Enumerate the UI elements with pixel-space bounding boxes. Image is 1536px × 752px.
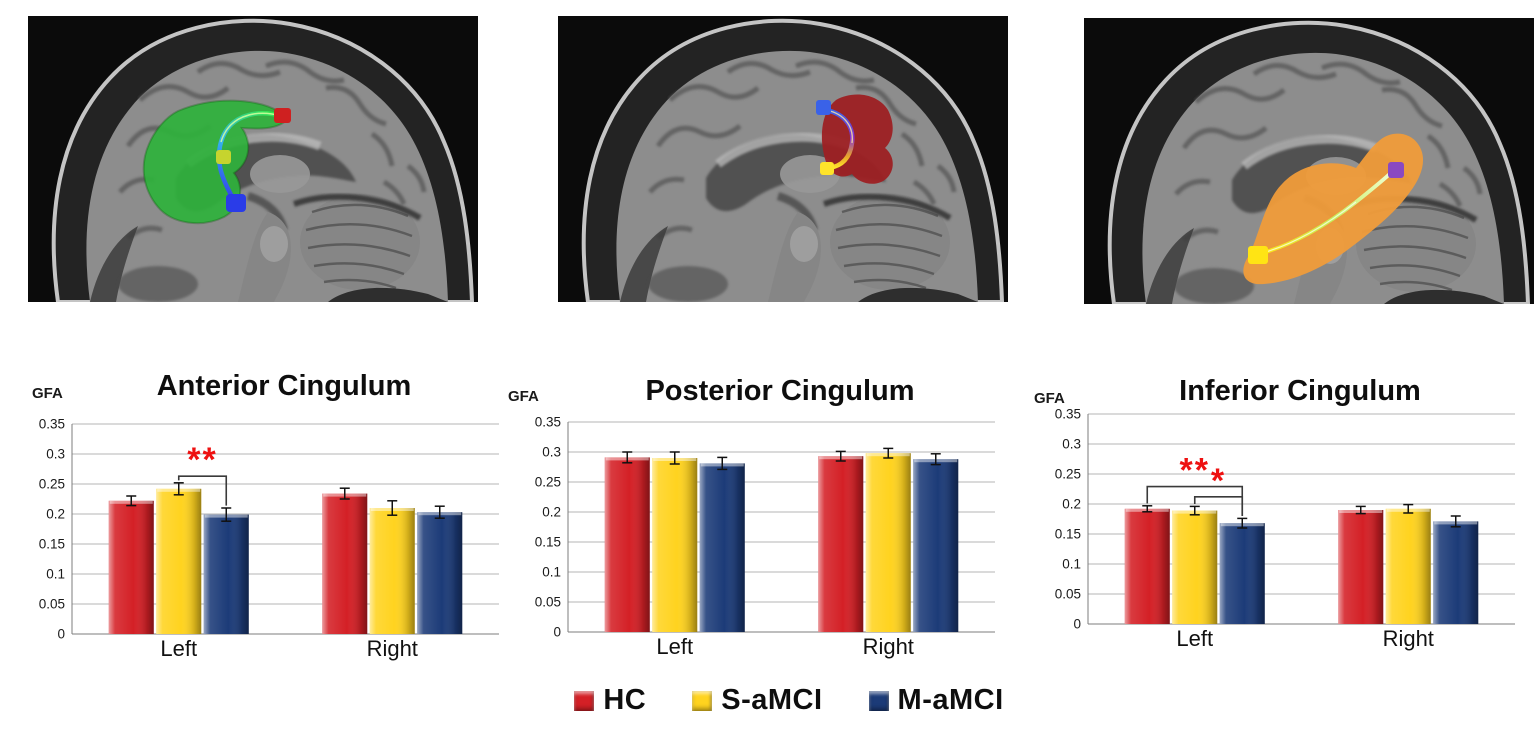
seed-marker-yellow — [1248, 246, 1268, 264]
chart-title: Posterior Cingulum — [645, 375, 915, 407]
y-tick-label: 0 — [57, 627, 65, 642]
y-tick-label: 0.05 — [535, 595, 561, 610]
legend-swatch-s-amci — [692, 690, 713, 711]
bar-bevel — [1172, 510, 1218, 624]
bar-bevel — [156, 488, 202, 634]
bar-bevel — [699, 463, 745, 632]
y-tick-label: 0.2 — [542, 505, 561, 520]
y-tick-label: 0 — [1073, 617, 1081, 632]
chart-inferior-cingulum: GFA Inferior Cingulum 0.35 0.3 0.25 0.2 0.15… — [1034, 358, 1520, 658]
y-tick-label: 0.35 — [39, 417, 65, 432]
legend-label: S-aMCI — [721, 684, 823, 716]
y-tick-label: 0.15 — [535, 535, 561, 550]
plot-area: 0.35 0.3 0.25 0.2 0.15 0.1 0.05 0 Left Right ** * — [1055, 407, 1515, 651]
seed-marker-blue — [816, 100, 831, 115]
bar-bevel — [1219, 523, 1265, 624]
bar-bevel — [1433, 521, 1479, 624]
y-axis-unit-label: GFA — [1034, 390, 1065, 407]
legend-swatch-hc — [574, 690, 595, 711]
brain-mri-image — [28, 16, 478, 302]
significance-bracket — [177, 475, 228, 506]
bar-bevel — [913, 459, 959, 632]
y-tick-label: 0.25 — [1055, 467, 1081, 482]
seed-marker-blue — [226, 194, 246, 212]
y-tick-label: 0.1 — [542, 565, 561, 580]
y-tick-label: 0.2 — [46, 507, 65, 522]
plot-area: 0.35 0.3 0.25 0.2 0.15 0.1 0.05 0 Left Right ** — [39, 417, 499, 661]
y-tick-label: 0.3 — [1062, 437, 1081, 452]
brain-mri-anterior-panel — [28, 16, 478, 302]
brain-mri-image — [558, 16, 1008, 302]
bar-bevel — [652, 458, 698, 632]
y-tick-label: 0.05 — [1055, 587, 1081, 602]
y-tick-label: 0.25 — [39, 477, 65, 492]
legend-item-m-amci: M-aMCI — [868, 684, 1004, 717]
chart-posterior-cingulum: GFA Posterior Cingulum 0.35 0.3 0.25 0.2 0.1… — [508, 366, 1000, 666]
bar-bevel — [1124, 508, 1170, 624]
significance-label: * — [1211, 462, 1226, 500]
chart-title: Inferior Cingulum — [1179, 375, 1421, 407]
bar-bevel — [865, 453, 911, 632]
y-tick-label: 0.2 — [1062, 497, 1081, 512]
bar-bevel — [369, 508, 415, 634]
y-axis-unit-label: GFA — [32, 385, 63, 402]
seed-marker-yellow — [820, 162, 834, 175]
legend-item-hc: HC — [574, 684, 646, 717]
y-tick-label: 0 — [553, 625, 561, 640]
y-tick-label: 0.35 — [535, 415, 561, 430]
y-tick-label: 0.3 — [46, 447, 65, 462]
seed-marker-purple — [1388, 162, 1404, 178]
inferior-cingulum-region — [1243, 133, 1424, 285]
legend-label: HC — [603, 684, 647, 716]
y-tick-label: 0.15 — [1055, 527, 1081, 542]
category-label: Right — [863, 634, 914, 659]
bar-bevel — [1385, 508, 1431, 624]
bar-bevel — [203, 514, 249, 634]
y-axis-unit-label: GFA — [508, 388, 539, 405]
category-label: Left — [160, 636, 197, 661]
y-tick-label: 0.25 — [535, 475, 561, 490]
bar-bevel — [322, 493, 368, 634]
y-tick-label: 0.05 — [39, 597, 65, 612]
bar-bevel — [1338, 510, 1384, 624]
significance-label: ** — [187, 441, 217, 479]
chart-anterior-cingulum: GFA Anterior Cingulum 0.35 0.3 0.25 0.2 0.15… — [28, 368, 504, 668]
category-label: Left — [656, 634, 693, 659]
bar-bevel — [818, 456, 864, 632]
chart-legend: HC S-aMCI M-aMCI — [21, 684, 1536, 717]
significance-label: ** — [1180, 452, 1210, 490]
brain-mri-inferior-panel — [1084, 18, 1534, 304]
y-tick-label: 0.1 — [46, 567, 65, 582]
category-label: Right — [367, 636, 418, 661]
seed-marker-red — [274, 108, 291, 123]
bar-bevel — [417, 512, 463, 634]
anterior-tract-core — [220, 112, 283, 143]
y-tick-label: 0.1 — [1062, 557, 1081, 572]
category-label: Left — [1176, 626, 1213, 651]
chart-title: Anterior Cingulum — [156, 370, 412, 402]
y-tick-label: 0.35 — [1055, 407, 1081, 422]
category-label: Right — [1383, 626, 1434, 651]
inferior-tract-core — [1257, 201, 1357, 255]
legend-label: M-aMCI — [897, 684, 1004, 716]
y-tick-label: 0.15 — [39, 537, 65, 552]
brain-mri-posterior-panel — [558, 16, 1008, 302]
plot-area: 0.35 0.3 0.25 0.2 0.15 0.1 0.05 0 Left Right — [535, 415, 995, 659]
bar-bevel — [108, 500, 154, 634]
bar-bevel — [604, 457, 650, 632]
legend-item-s-amci: S-aMCI — [692, 684, 822, 717]
legend-swatch-m-amci — [868, 690, 889, 711]
y-tick-label: 0.3 — [542, 445, 561, 460]
brain-mri-image — [1084, 18, 1534, 304]
significance-bracket — [1193, 496, 1244, 516]
seed-marker-yellowgreen — [216, 150, 231, 164]
